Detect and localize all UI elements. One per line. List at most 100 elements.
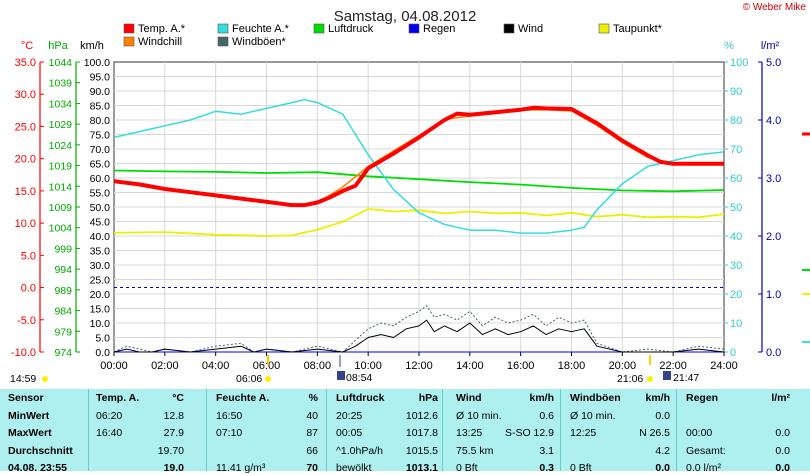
wind-tick-label: 25.0	[90, 275, 111, 287]
temp-tick-label: 25.0	[15, 121, 36, 133]
humidity-tick-label: 0	[730, 347, 736, 359]
table-divider	[442, 389, 443, 471]
table-header: Luftdruck	[336, 392, 385, 404]
wind-tick-label: 55.0	[90, 188, 111, 200]
table-cell-value: 0.6	[539, 409, 554, 422]
table-divider	[88, 389, 89, 471]
time-tick-label: 06:00	[253, 360, 281, 372]
table-cell-note: 00:05	[336, 427, 363, 439]
humidity-tick-label: 50	[730, 202, 742, 214]
time-tick-label: 00:00	[100, 360, 128, 372]
table-cell-value: N 26.5	[639, 427, 670, 439]
sunrise-icon	[265, 376, 271, 382]
table-cell-note: 13:25	[456, 427, 483, 439]
pressure-tick-label: 974	[54, 347, 72, 359]
series-line-taupunkt	[113, 207, 725, 237]
rain-tick-label: 1.0	[766, 289, 781, 301]
legend-swatch	[598, 23, 610, 34]
table-cell-note: 12:25	[570, 427, 597, 439]
pressure-tick-label: 1019	[49, 161, 73, 173]
stats-table: Sensor Temp. A. °C Feuchte A.% Luftdruck hPa W…	[0, 389, 810, 474]
legend-label: Feuchte A.*	[232, 23, 290, 35]
legend-label: Wind	[518, 23, 543, 35]
brand-label: © Weber Mike	[743, 2, 807, 13]
table-cell-note: bewölkt	[336, 462, 372, 474]
wind-tick-label: 20.0	[90, 289, 111, 301]
legend-swatch	[217, 36, 229, 47]
table-header-unit: °C	[172, 392, 184, 404]
table-header-unit: hPa	[418, 392, 438, 404]
wind-tick-label: 5.0	[95, 333, 110, 345]
wind-tick-label: 80.0	[90, 115, 111, 127]
series-line-wind	[113, 319, 725, 353]
series-line-feuchte-a	[113, 98, 725, 234]
moonrise-icon	[337, 371, 345, 380]
table-cell-value: 0.0	[655, 409, 670, 422]
temp-tick-label: 20.0	[15, 154, 36, 166]
sunrise-label: 06:06	[236, 373, 262, 385]
table-cell-note: 75.5 km	[456, 444, 494, 457]
rain-tick-label: 3.0	[766, 173, 781, 185]
temp-tick-label: 30.0	[15, 89, 36, 101]
wind-tick-label: 70.0	[90, 144, 111, 156]
table-header-unit: km/h	[645, 392, 670, 404]
rain-tick-label: 5.0	[766, 57, 781, 69]
table-header: Feuchte A.	[216, 392, 270, 404]
table-cell-value: 0.0	[775, 462, 790, 474]
wind-tick-label: 30.0	[90, 260, 111, 272]
table-divider	[676, 389, 677, 471]
wind-tick-label: 100.0	[84, 57, 110, 69]
table-header-unit: km/h	[529, 392, 554, 404]
humidity-tick-label: 70	[730, 144, 742, 156]
temp-tick-label: 0.0	[21, 283, 36, 295]
humidity-tick-label: 80	[730, 115, 742, 127]
humidity-tick-label: 10	[730, 318, 742, 330]
pressure-axis-unit: hPa	[48, 40, 68, 52]
table-divider	[326, 389, 327, 471]
table-header: Wind	[456, 392, 482, 404]
pressure-tick-label: 1014	[49, 181, 73, 193]
time-tick-label: 22:00	[659, 360, 687, 372]
pressure-tick-label: 999	[54, 243, 72, 255]
time-tick-label: 14:00	[456, 360, 484, 372]
wind-tick-label: 0.0	[95, 347, 110, 359]
table-header-sensor: Sensor	[8, 392, 44, 404]
temp-axis-unit: °C	[21, 40, 33, 52]
time-tick-label: 04:00	[202, 360, 230, 372]
table-divider	[560, 389, 561, 471]
pressure-tick-label: 1009	[49, 202, 73, 214]
wind-axis-unit: km/h	[80, 40, 104, 52]
table-cell-value: 0.3	[539, 462, 554, 474]
time-tick-label: 12:00	[405, 360, 433, 372]
wind-tick-label: 85.0	[90, 101, 111, 113]
table-cell-value: 4.2	[655, 444, 670, 457]
table-header-unit: l/m²	[771, 392, 790, 404]
legend-label: Taupunkt*	[613, 23, 663, 35]
rain-tick-label: 2.0	[766, 231, 781, 243]
moonset-label: 21:47	[673, 372, 699, 384]
wind-tick-label: 15.0	[90, 304, 111, 316]
table-row-label: 04.08. 23:55	[8, 462, 67, 474]
table-cell-value: 1015.5	[405, 444, 438, 457]
rain-tick-label: 4.0	[766, 115, 781, 127]
wind-tick-label: 75.0	[90, 130, 111, 142]
pressure-tick-label: 1034	[49, 98, 73, 110]
legend-swatch	[408, 23, 420, 34]
legend-swatch	[123, 36, 135, 47]
table-cell-note: 06:20	[96, 409, 123, 422]
legend-swatch	[123, 23, 135, 34]
temp-tick-label: 35.0	[15, 57, 36, 69]
table-cell-value: 12.8	[163, 409, 184, 422]
series-line-temp-a	[113, 105, 724, 208]
humidity-tick-label: 60	[730, 173, 742, 185]
table-cell-value: 87	[306, 427, 318, 439]
table-cell-value: 66	[306, 444, 318, 457]
humidity-tick-label: 20	[730, 289, 742, 301]
temp-tick-label: 10.0	[15, 218, 36, 230]
wind-tick-label: 45.0	[90, 217, 111, 229]
table-cell-value: 0.0	[655, 462, 670, 474]
wind-tick-label: 35.0	[90, 246, 111, 258]
time-tick-label: 20:00	[609, 360, 637, 372]
legend-swatch	[217, 23, 229, 34]
chart-title: Samstag, 04.08.2012	[334, 8, 477, 25]
